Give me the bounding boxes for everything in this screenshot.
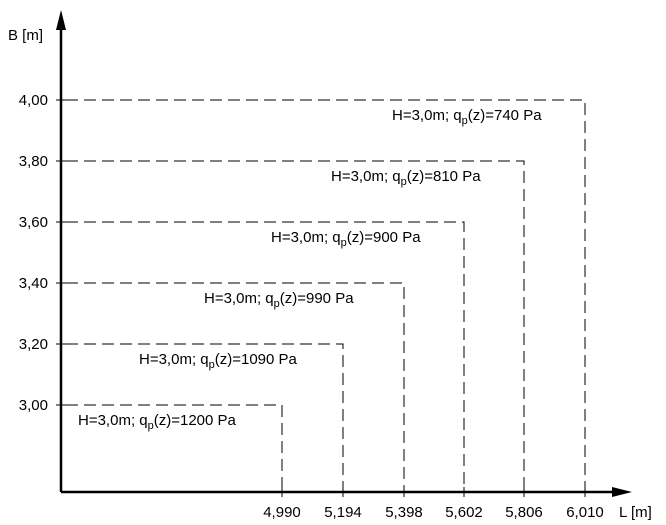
y-axis-arrow — [56, 10, 66, 30]
region-label-740: H=3,0m; qp(z)=740 Pa — [392, 107, 542, 127]
region-outline-990 — [66, 282, 405, 492]
region-label-900: H=3,0m; qp(z)=900 Pa — [271, 229, 421, 249]
region-outline-1090 — [66, 343, 344, 492]
region-label-1200: H=3,0m; qp(z)=1200 Pa — [78, 412, 237, 432]
region-outline-1200 — [66, 404, 283, 492]
region-label-1090: H=3,0m; qp(z)=1090 Pa — [139, 351, 298, 371]
region-label-990: H=3,0m; qp(z)=990 Pa — [204, 290, 354, 310]
x-tick-label: 5,194 — [324, 504, 362, 521]
y-tick-label: 3,20 — [19, 336, 48, 353]
y-tick-label: 3,60 — [19, 214, 48, 231]
y-tick-label: 3,00 — [19, 397, 48, 414]
region-label-810: H=3,0m; qp(z)=810 Pa — [331, 168, 481, 188]
region-outlines — [66, 99, 586, 492]
x-tick-label: 4,990 — [263, 504, 301, 521]
x-tick-label: 5,398 — [385, 504, 423, 521]
x-ticks: 4,990 5,194 5,398 5,602 5,806 6,010 — [263, 487, 604, 521]
region-outline-810 — [66, 160, 525, 492]
y-tick-label: 4,00 — [19, 92, 48, 109]
x-axis-label: L [m] — [619, 504, 652, 521]
y-axis-label: B [m] — [8, 27, 43, 44]
x-axis-arrow — [612, 487, 632, 497]
x-tick-label: 6,010 — [566, 504, 604, 521]
y-tick-label: 3,40 — [19, 275, 48, 292]
region-outline-900 — [66, 221, 465, 492]
y-tick-label: 3,80 — [19, 153, 48, 170]
x-tick-label: 5,806 — [505, 504, 543, 521]
y-ticks: 3,00 3,20 3,40 3,60 3,80 4,00 — [19, 92, 66, 414]
x-tick-label: 5,602 — [445, 504, 483, 521]
region-outline-740 — [66, 99, 586, 492]
